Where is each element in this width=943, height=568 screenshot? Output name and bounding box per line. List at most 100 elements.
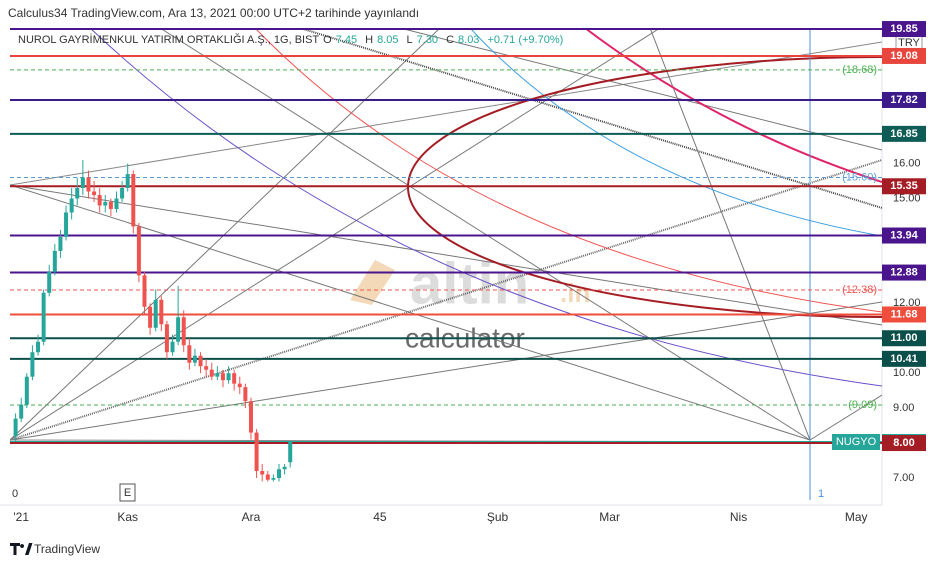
candle-body <box>232 373 237 384</box>
x-tick-label: May <box>845 510 868 524</box>
candle-body <box>220 373 225 381</box>
level-label-box <box>882 178 926 195</box>
candle-body <box>288 442 293 463</box>
dashed-level-label: (9.09) <box>848 399 877 411</box>
x-tick-label: Şub <box>487 510 509 524</box>
arc <box>469 28 882 237</box>
candle-body <box>209 369 214 377</box>
candle-body <box>30 352 35 377</box>
candle-body <box>198 355 203 367</box>
candle-body <box>265 474 270 480</box>
footer: TradingView <box>34 542 100 556</box>
ohlc-value: 8.05 <box>377 34 399 46</box>
fan-line <box>10 41 882 186</box>
candle-body <box>204 366 209 370</box>
candle-body <box>237 383 242 388</box>
level-label: 11.68 <box>891 308 918 320</box>
level-label-box <box>882 330 926 347</box>
candle-body <box>75 188 80 199</box>
candle-body <box>41 292 46 342</box>
ohlc-value: 8.03 <box>458 34 480 46</box>
fan-line <box>10 159 882 441</box>
dashed-level-label: (18.68) <box>842 64 877 76</box>
candle-body <box>47 271 52 293</box>
level-label-box <box>882 91 926 108</box>
level-label: 10.41 <box>890 353 918 365</box>
header: Calculus34 TradingView.com, Ara 13, 2021… <box>8 6 419 20</box>
fan-line <box>809 394 882 441</box>
level-label-box <box>882 227 926 244</box>
fan-line <box>10 184 811 441</box>
candle-body <box>282 466 287 470</box>
candle-body <box>52 250 57 272</box>
dashed-level-label: (12.38) <box>842 284 877 296</box>
candle-body <box>131 174 136 227</box>
y-tick-label: 15.00 <box>893 192 921 204</box>
legend: NUROL GAYRİMENKUL YATIRIM ORTAKLIĞI A.Ş.… <box>18 34 567 46</box>
fan-line <box>649 28 811 441</box>
level-label-box <box>882 21 926 38</box>
y-tick-label: 12.00 <box>893 297 921 309</box>
fan-line <box>399 28 882 151</box>
arc <box>254 28 882 313</box>
x-tick-label: '21 <box>13 510 29 524</box>
level-label: 16.85 <box>890 128 918 140</box>
drawings <box>10 28 882 500</box>
level-label-box <box>882 125 926 142</box>
candle-body <box>164 324 169 353</box>
candle-body <box>114 198 119 209</box>
x-tick-label: 45 <box>373 510 387 524</box>
x-tick-label: Mar <box>599 510 620 524</box>
watermark-logo <box>350 260 395 305</box>
candle-body <box>125 174 130 189</box>
level-label: 15.35 <box>890 180 918 192</box>
y-tick-label: 7.00 <box>893 472 914 484</box>
candle-body <box>69 198 74 213</box>
candle-body <box>80 177 85 189</box>
fan-line <box>10 184 882 326</box>
level-label: 19.85 <box>890 23 918 35</box>
fan-line <box>10 28 441 441</box>
candle-body <box>153 299 158 328</box>
candle-body <box>170 341 175 353</box>
candle-body <box>136 226 141 276</box>
level-label: 13.94 <box>890 229 918 241</box>
candle-body <box>58 236 63 251</box>
candle-body <box>226 373 231 381</box>
candle-body <box>24 376 29 405</box>
ohlc-label: H <box>365 34 374 46</box>
level-label: 11.00 <box>891 332 918 344</box>
arc <box>584 28 882 183</box>
watermark: altin .in calculator <box>350 251 590 353</box>
footer-logo <box>10 543 33 555</box>
candle-body <box>97 194 102 206</box>
candle-body <box>86 177 91 192</box>
candle-body <box>142 275 147 307</box>
candle-body <box>36 341 41 353</box>
level-label: 19.08 <box>890 50 918 62</box>
fan-line <box>159 28 811 441</box>
level-label: 8.00 <box>893 437 914 449</box>
earnings-marker <box>119 483 136 502</box>
candle-body <box>260 471 265 475</box>
level-label: 12.88 <box>890 266 918 278</box>
candle-body <box>159 299 164 325</box>
arc <box>89 28 882 387</box>
candle-body <box>148 306 153 328</box>
x-tick-label: Nis <box>730 510 747 524</box>
x-tick-label: Ara <box>242 510 261 524</box>
candle-body <box>19 404 24 419</box>
candle-body <box>187 345 192 363</box>
left-marker: 0 <box>12 488 18 500</box>
symbol-tag-box <box>832 434 880 451</box>
plot-area: altin .in calculator <box>10 28 882 500</box>
candle-body <box>215 373 220 377</box>
ohlc-value: 7.30 <box>416 34 439 46</box>
candle-body <box>92 191 97 195</box>
currency: TRY <box>898 37 920 49</box>
candle-body <box>103 201 108 206</box>
ohlc-label: L <box>406 34 413 46</box>
right-marker: 1 <box>818 488 824 500</box>
